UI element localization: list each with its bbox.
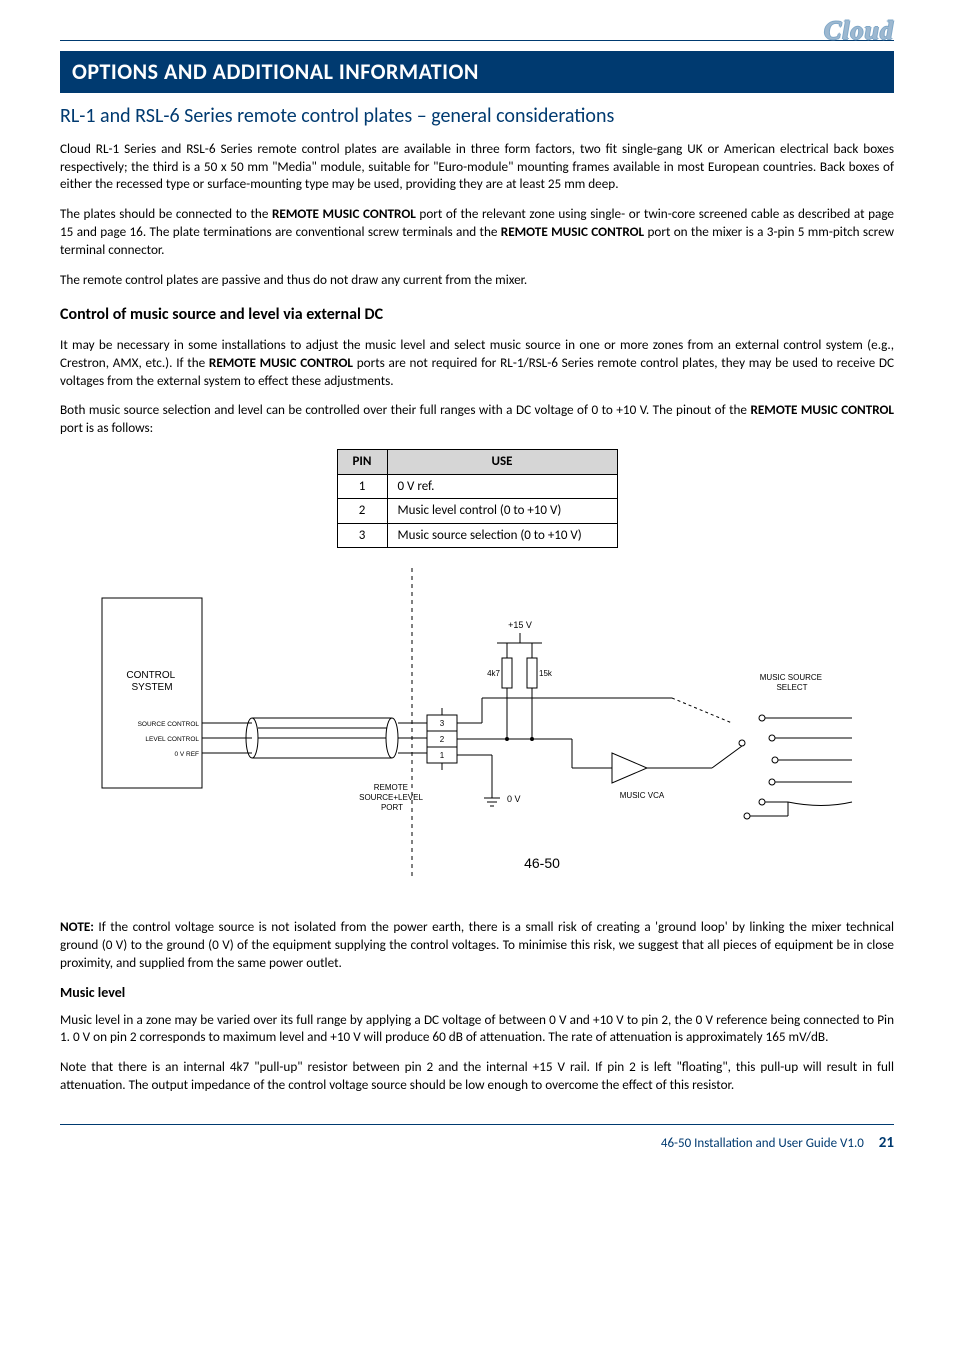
td-use: Music level control (0 to +10 V) [387, 499, 617, 524]
heading-control-dc: Control of music source and level via ex… [60, 304, 894, 326]
label-0v: 0 V [507, 794, 521, 804]
label-music-source-select: MUSIC SOURCE SELECT [760, 673, 824, 692]
p5-text-c: port is as follows: [60, 419, 153, 436]
para-intro-3: The remote control plates are passive an… [60, 271, 894, 289]
heading-music-level: Music level [60, 984, 894, 1003]
pin-3-label: 3 [440, 719, 445, 728]
label-music-vca: MUSIC VCA [620, 791, 665, 800]
brand-logo: Cloud [824, 13, 894, 48]
label-level-control: LEVEL CONTROL [145, 736, 199, 743]
para-note: NOTE: If the control voltage source is n… [60, 918, 894, 971]
td-use: 0 V ref. [387, 474, 617, 499]
footer-page-number: 21 [879, 1134, 894, 1152]
pin-table: PIN USE 1 0 V ref. 2 Music level control… [337, 449, 618, 548]
page: Cloud OPTIONS AND ADDITIONAL INFORMATION… [0, 0, 954, 1183]
label-15v: +15 V [508, 620, 532, 630]
p2-text-a: The plates should be connected to the [60, 205, 272, 222]
p4-bold: REMOTE MUSIC CONTROL [209, 354, 353, 371]
table-row: 2 Music level control (0 to +10 V) [337, 499, 617, 524]
td-pin: 2 [337, 499, 387, 524]
note-text: If the control voltage source is not iso… [60, 918, 894, 971]
pin-2-label: 2 [440, 735, 445, 744]
td-use: Music source selection (0 to +10 V) [387, 523, 617, 548]
label-control-system: CONTROL SYSTEM [126, 670, 177, 693]
para-music-level-1: Music level in a zone may be varied over… [60, 1011, 894, 1047]
table-row: 1 0 V ref. [337, 474, 617, 499]
label-source-control: SOURCE CONTROL [138, 721, 200, 728]
label-remote-port: REMOTE SOURCE+LEVEL PORT [359, 783, 425, 812]
circuit-diagram: CONTROL SYSTEM SOURCE CONTROL LEVEL CONT… [92, 568, 862, 898]
table-header-row: PIN USE [337, 450, 617, 475]
label-0v-ref: 0 V REF [174, 751, 199, 758]
para-dc-2: Both music source selection and level ca… [60, 401, 894, 437]
p5-text-a: Both music source selection and level ca… [60, 401, 750, 418]
th-pin: PIN [337, 450, 387, 475]
label-4k7: 4k7 [487, 669, 500, 678]
label-15k: 15k [539, 669, 553, 678]
p5-bold: REMOTE MUSIC CONTROL [750, 401, 894, 418]
td-pin: 3 [337, 523, 387, 548]
para-intro-2: The plates should be connected to the RE… [60, 205, 894, 258]
footer-text: 46-50 Installation and User Guide V1.0 [661, 1136, 864, 1151]
table-row: 3 Music source selection (0 to +10 V) [337, 523, 617, 548]
p2-bold-2: REMOTE MUSIC CONTROL [501, 223, 644, 240]
heading-rl1-rsl6: RL-1 and RSL-6 Series remote control pla… [60, 103, 894, 130]
td-pin: 1 [337, 474, 387, 499]
p2-bold-1: REMOTE MUSIC CONTROL [272, 205, 416, 222]
th-use: USE [387, 450, 617, 475]
section-banner: OPTIONS AND ADDITIONAL INFORMATION [60, 51, 894, 93]
pin-1-label: 1 [440, 751, 445, 760]
para-intro-1: Cloud RL-1 Series and RSL-6 Series remot… [60, 140, 894, 193]
note-label: NOTE: [60, 918, 94, 935]
top-rule: Cloud [60, 40, 894, 41]
page-footer: 46-50 Installation and User Guide V1.0 2… [60, 1124, 894, 1153]
para-music-level-2: Note that there is an internal 4k7 "pull… [60, 1058, 894, 1094]
label-model: 46-50 [524, 855, 560, 871]
para-dc-1: It may be necessary in some installation… [60, 336, 894, 389]
